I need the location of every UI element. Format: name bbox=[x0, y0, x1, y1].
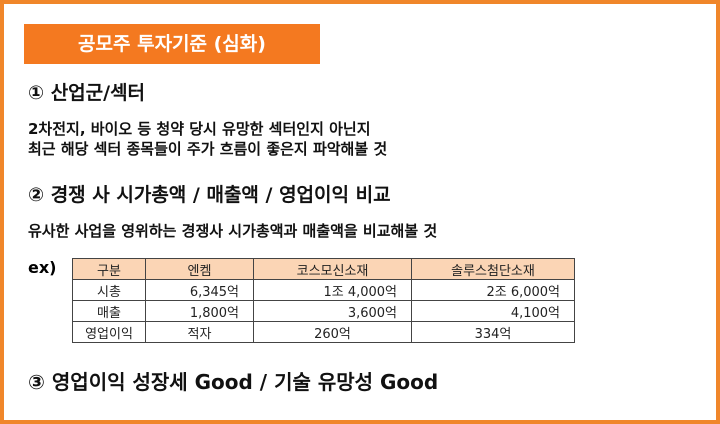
table-cell: 시총 bbox=[72, 279, 146, 301]
table-cell: 4,100억 bbox=[411, 300, 575, 322]
example-label: ex) bbox=[28, 258, 57, 277]
section-text: 2차전지, 바이오 등 청약 당시 유망한 섹터인지 아닌지 bbox=[28, 120, 371, 138]
table-header: 구분 엔켐 코스모신소재 솔루스첨단소재 bbox=[72, 258, 575, 280]
table-cell: 260억 bbox=[253, 321, 412, 343]
table-cell: 1조 4,000억 bbox=[253, 279, 412, 301]
table-cell: 1,800억 bbox=[145, 300, 254, 322]
table-cell: 3,600억 bbox=[253, 300, 412, 322]
section-heading: ② 경쟁 사 시가총액 / 매출액 / 영업이익 비교 bbox=[28, 184, 391, 206]
column-header: 솔루스첨단소재 bbox=[411, 258, 575, 280]
table-cell: 적자 bbox=[145, 321, 254, 343]
column-header: 구분 bbox=[72, 258, 146, 280]
table-cell: 6,345억 bbox=[145, 279, 254, 301]
column-header: 코스모신소재 bbox=[253, 258, 412, 280]
table-row: 시총 6,345억 1조 4,000억 2조 6,000억 bbox=[72, 279, 575, 301]
section-heading: ① 산업군/섹터 bbox=[28, 82, 146, 104]
section-text: 유사한 사업을 영위하는 경쟁사 시가총액과 매출액을 비교해볼 것 bbox=[28, 222, 438, 240]
table-cell: 매출 bbox=[72, 300, 146, 322]
table-cell: 334억 bbox=[411, 321, 575, 343]
section-heading: ③ 영업이익 성장세 Good / 기술 유망성 Good bbox=[28, 370, 439, 394]
section-text: 최근 해당 섹터 종목들이 주가 흐름이 좋은지 파악해볼 것 bbox=[28, 140, 388, 158]
table-body: 시총 6,345억 1조 4,000억 2조 6,000억 매출 1,800억 3,600억… bbox=[72, 279, 575, 343]
table-cell: 2조 6,000억 bbox=[411, 279, 575, 301]
title-banner: 공모주 투자기준 (심화) bbox=[24, 24, 320, 64]
table-cell: 영업이익 bbox=[72, 321, 146, 343]
column-header: 엔켐 bbox=[145, 258, 254, 280]
table-row: 매출 1,800억 3,600억 4,100억 bbox=[72, 300, 575, 322]
table-row: 영업이익 적자 260억 334억 bbox=[72, 321, 575, 343]
comparison-table: 구분 엔켐 코스모신소재 솔루스첨단소재 시총 6,345억 1조 4,000억 2조 6,… bbox=[72, 258, 575, 343]
